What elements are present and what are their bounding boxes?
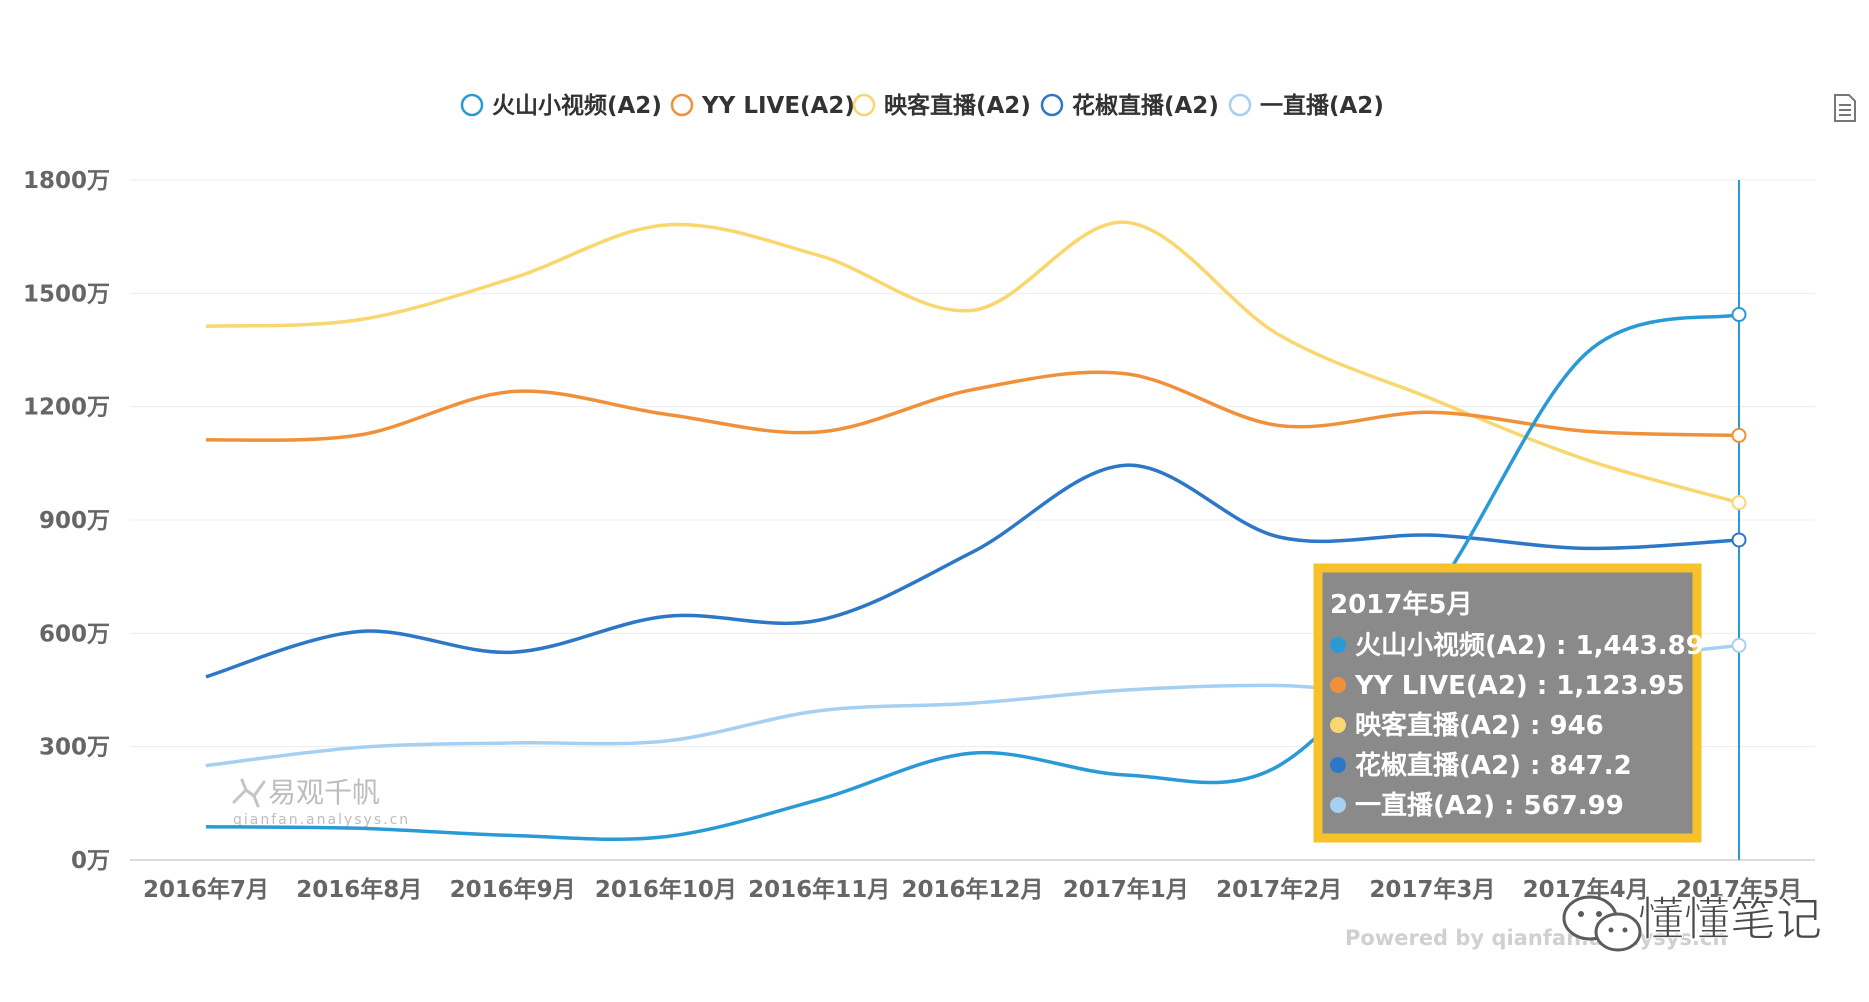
watermark-logo-icon (232, 778, 266, 808)
x-axis: 2016年7月 2016年8月 2016年9月 2016年10月 2016年11月 201… (130, 859, 1815, 903)
y-tick-label: 600万 (39, 621, 110, 647)
tooltip-row: YY LIVE(A2) : 1,123.95 (1354, 671, 1685, 701)
tooltip-swatch (1330, 757, 1346, 773)
data-point-marker (1731, 637, 1747, 653)
tooltip-row: 火山小视频(A2) : 1,443.89 (1355, 631, 1704, 661)
legend-marker (670, 93, 694, 117)
data-point-marker (1731, 532, 1747, 548)
tooltip-title: 2017年5月 (1330, 589, 1472, 620)
tooltip-swatch (1330, 717, 1346, 733)
x-tick-label: 2017年1月 (1063, 876, 1189, 903)
x-tick-label: 2016年10月 (595, 876, 737, 903)
x-tick-label: 2016年7月 (143, 876, 269, 903)
series-line (205, 370, 1740, 442)
legend-label: 一直播(A2) (1260, 92, 1384, 119)
tooltip-row: 一直播(A2) : 567.99 (1355, 791, 1624, 821)
legend-label: 花椒直播(A2) (1072, 92, 1219, 119)
wechat-account-name: 懂懂笔记 (1638, 892, 1822, 946)
legend-marker (852, 93, 876, 117)
legend: 火山小视频(A2) YY LIVE(A2) 映客直播(A2) 花椒直播(A2) 一直播(… (460, 92, 1384, 119)
legend-label: 火山小视频(A2) (492, 92, 662, 119)
tooltip-swatch (1330, 797, 1346, 813)
tooltip-box (1313, 563, 1702, 843)
y-tick-label: 1800万 (23, 168, 110, 194)
legend-marker (1040, 93, 1064, 117)
watermark-brand: 易观千帆 (268, 776, 380, 809)
watermark: 易观千帆 qianfan.analysys.cn (232, 776, 410, 828)
x-tick-label: 2016年9月 (450, 876, 576, 903)
series-line (205, 220, 1740, 505)
legend-marker (1228, 93, 1252, 117)
highlight-markers (1731, 307, 1747, 653)
x-tick-label: 2017年3月 (1369, 876, 1495, 903)
watermark-url: qianfan.analysys.cn (233, 812, 410, 828)
y-tick-label: 1200万 (23, 395, 110, 421)
y-tick-label: 300万 (39, 735, 110, 761)
y-tick-label: 900万 (39, 508, 110, 534)
legend-marker (460, 93, 484, 117)
x-tick-label: 2016年11月 (748, 876, 890, 903)
series-line (205, 312, 1740, 841)
tooltip-swatch (1330, 677, 1346, 693)
document-icon[interactable] (1834, 94, 1856, 122)
legend-label: YY LIVE(A2) (701, 93, 855, 119)
tooltip-swatch (1330, 637, 1346, 653)
legend-label: 映客直播(A2) (884, 92, 1031, 119)
x-tick-label: 2017年2月 (1216, 876, 1342, 903)
tooltip-row: 映客直播(A2) : 946 (1355, 710, 1604, 741)
tooltip-row: 花椒直播(A2) : 847.2 (1355, 751, 1632, 781)
series-line (205, 463, 1740, 679)
powered-by-text: Powered by qianfan.analysys.cn (1345, 926, 1727, 950)
data-point-marker (1731, 495, 1747, 511)
x-tick-label: 2016年8月 (296, 876, 422, 903)
wechat-icon (1562, 895, 1642, 952)
x-tick-label: 2017年5月 (1676, 876, 1802, 903)
y-tick-label: 0万 (71, 848, 110, 874)
data-point-marker (1731, 307, 1747, 323)
data-point-marker (1731, 427, 1747, 443)
tooltip: 2017年5月 火山小视频(A2) : 1,443.89 YY LIVE(A2) … (1313, 563, 1704, 843)
y-axis: 0万 300万 600万 900万 1200万 1500万 1800万 (23, 168, 110, 874)
y-tick-label: 1500万 (23, 281, 110, 307)
x-tick-label: 2016年12月 (901, 876, 1043, 903)
